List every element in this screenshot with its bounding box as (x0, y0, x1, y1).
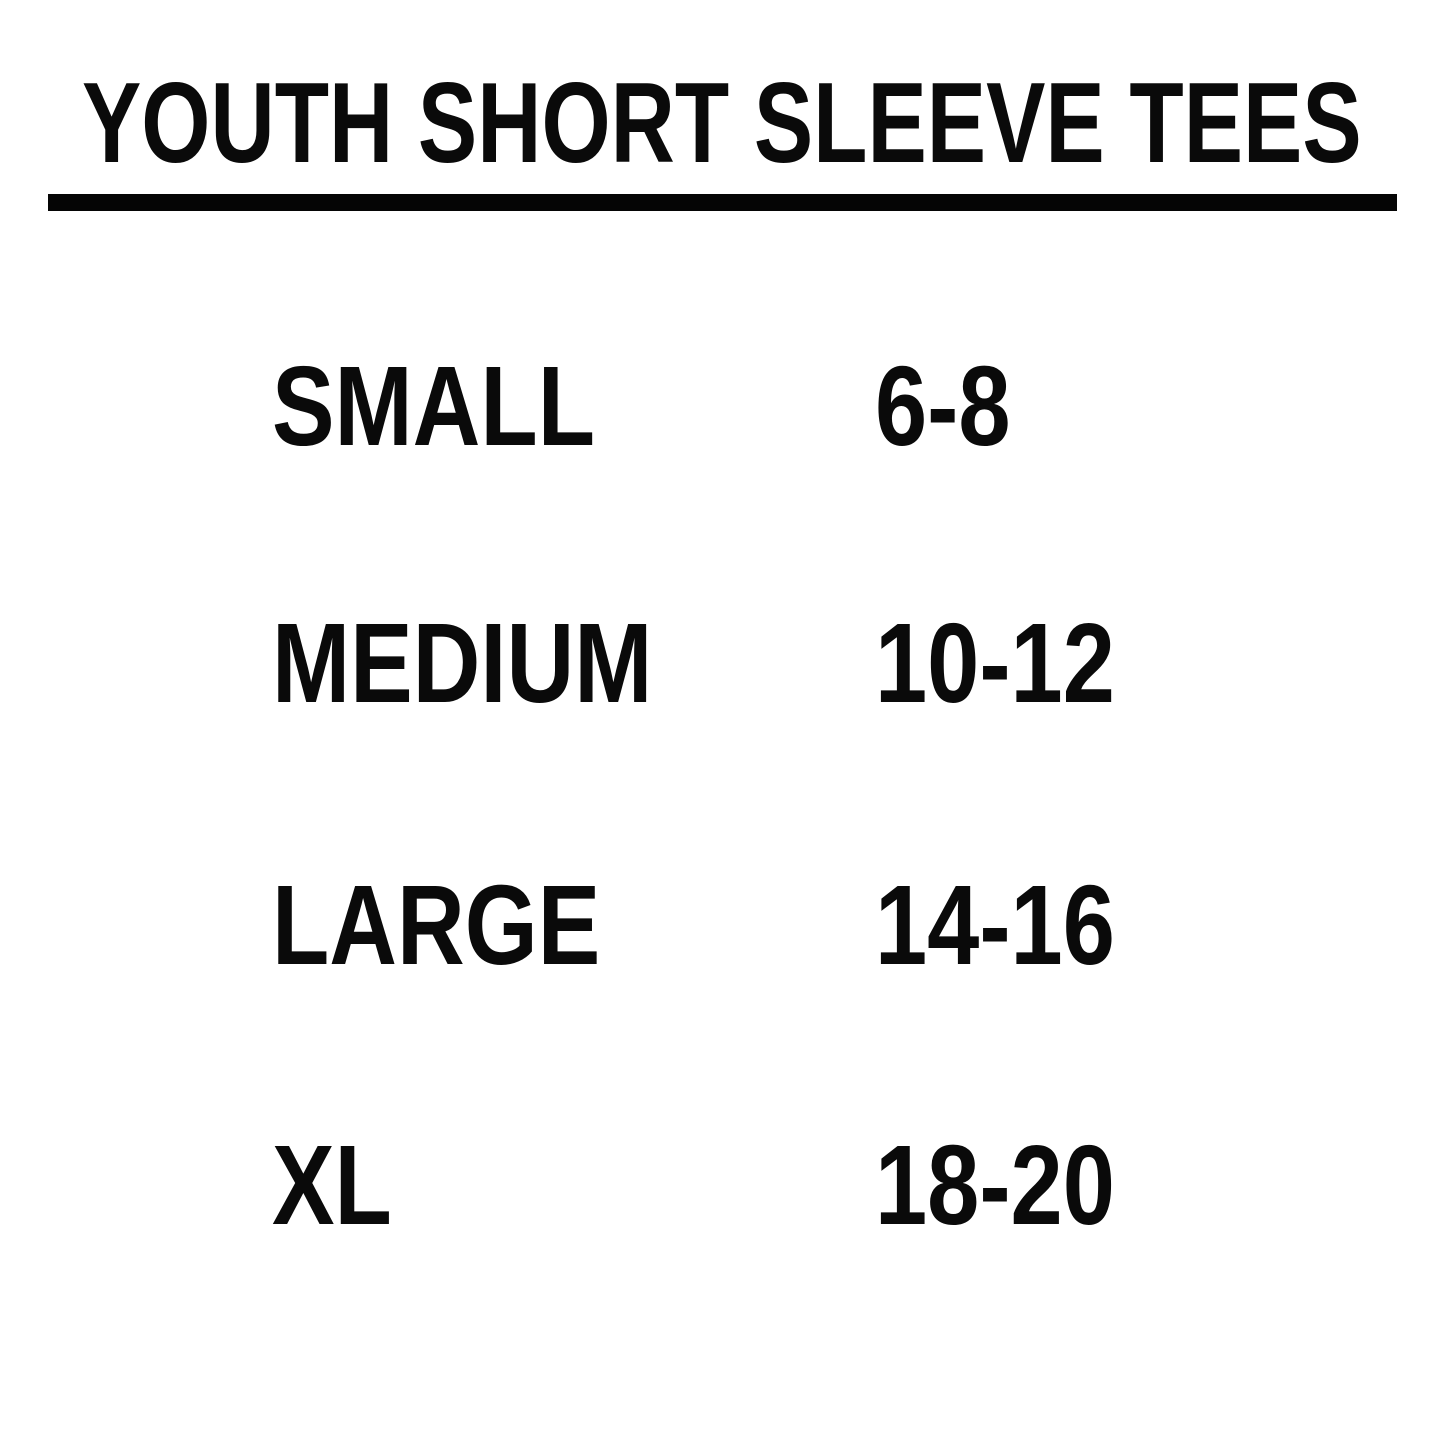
size-label: SMALL (272, 343, 595, 469)
size-label: MEDIUM (272, 600, 653, 726)
page-title: YOUTH SHORT SLEEVE TEES (82, 60, 1362, 187)
size-range: 18-20 (875, 1122, 1115, 1248)
size-range: 14-16 (875, 862, 1115, 988)
size-label: LARGE (272, 862, 601, 988)
title-underline-rule (48, 194, 1397, 211)
size-range: 6-8 (875, 343, 1011, 469)
size-label: XL (272, 1122, 392, 1248)
size-range: 10-12 (875, 600, 1115, 726)
